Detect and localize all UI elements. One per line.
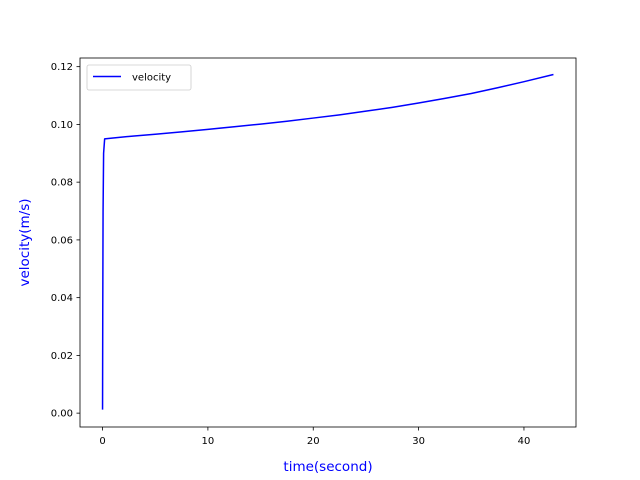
y-tick-label: 0.00 xyxy=(51,409,73,420)
x-axis-label: time(second) xyxy=(283,459,372,475)
y-tick-label: 0.10 xyxy=(51,120,73,131)
x-tick-label: 30 xyxy=(412,436,425,447)
y-axis-ticks: 0.00 0.02 0.04 0.06 0.08 0.10 0.12 xyxy=(51,62,80,420)
legend-box xyxy=(86,64,192,91)
x-tick-label: 0 xyxy=(99,436,105,447)
plot-frame xyxy=(79,57,577,428)
x-axis-ticks: 0 10 20 30 40 xyxy=(99,427,530,447)
y-tick-label: 0.06 xyxy=(51,235,73,246)
y-tick-label: 0.08 xyxy=(51,178,73,189)
y-axis-label: velocity(m/s) xyxy=(17,198,33,286)
y-tick-label: 0.02 xyxy=(51,351,73,362)
x-tick-label: 40 xyxy=(518,436,531,447)
x-tick-label: 10 xyxy=(202,436,215,447)
series-line-velocity xyxy=(101,73,554,410)
legend: velocity xyxy=(86,64,192,91)
x-tick-label: 20 xyxy=(307,436,320,447)
plot-area xyxy=(80,58,576,427)
legend-label-velocity: velocity xyxy=(132,73,171,84)
y-tick-label: 0.04 xyxy=(51,293,73,304)
series-layer xyxy=(101,73,554,410)
y-tick-label: 0.12 xyxy=(51,62,73,73)
